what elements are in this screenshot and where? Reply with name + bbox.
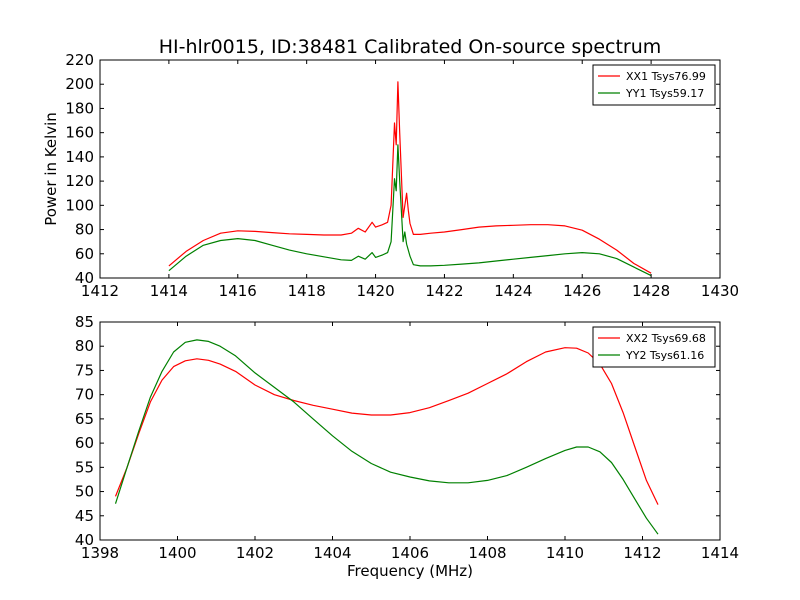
x-tick-label: 1420 — [356, 282, 394, 300]
y-tick-label: 75 — [75, 361, 94, 379]
y-tick-label: 60 — [75, 245, 94, 263]
series-line-xx — [114, 347, 659, 505]
y-tick-label: 85 — [75, 313, 94, 331]
y-tick-label: 70 — [75, 386, 94, 404]
legend-label: XX1 Tsys76.99 — [626, 70, 706, 83]
series-line-xx — [168, 81, 652, 274]
x-tick-label: 1428 — [632, 282, 670, 300]
x-tick-label: 1406 — [391, 544, 429, 562]
chart-title: HI-hlr0015, ID:38481 Calibrated On-sourc… — [159, 36, 662, 58]
y-tick-label: 140 — [65, 148, 94, 166]
y-tick-label: 180 — [65, 99, 94, 117]
x-tick-label: 1404 — [313, 544, 351, 562]
x-tick-label: 1412 — [623, 544, 661, 562]
x-tick-label: 1402 — [236, 544, 274, 562]
bottom-plot: 1398 1400 1402 1404 1406 1408 1410 1412 1414 40 45… — [75, 313, 739, 580]
y-tick-label: 100 — [65, 196, 94, 214]
series-line-yy — [168, 144, 652, 277]
legend-box — [592, 326, 716, 368]
y-tick-label: 40 — [75, 269, 94, 287]
top-plot: 1412 1414 1416 1418 1420 1422 1424 1426 1428 1430… — [42, 51, 739, 300]
x-tick-label: 1412 — [81, 282, 119, 300]
y-tick-label: 60 — [75, 434, 94, 452]
y-tick-label: 55 — [75, 458, 94, 476]
y-axis-label: Power in Kelvin — [42, 112, 60, 226]
x-tick-label: 1400 — [158, 544, 196, 562]
x-axis-label: Frequency (MHz) — [347, 562, 473, 580]
legend-label: XX2 Tsys69.68 — [626, 332, 706, 345]
y-tick-label: 40 — [75, 531, 94, 549]
x-tick-label: 1414 — [150, 282, 188, 300]
x-tick-label: 1398 — [81, 544, 119, 562]
y-tick-label: 65 — [75, 410, 94, 428]
x-tick-label: 1426 — [563, 282, 601, 300]
y-tick-label: 50 — [75, 483, 94, 501]
y-tick-label: 80 — [75, 221, 94, 239]
legend-label: YY1 Tsys59.17 — [625, 87, 704, 100]
y-tick-label: 200 — [65, 75, 94, 93]
x-tick-label: 1416 — [219, 282, 257, 300]
y-tick-label: 220 — [65, 51, 94, 69]
series-line-yy — [114, 339, 659, 535]
x-tick-label: 1410 — [546, 544, 584, 562]
y-tick-label: 160 — [65, 124, 94, 142]
y-tick-label: 80 — [75, 337, 94, 355]
x-tick-label: 1430 — [701, 282, 739, 300]
x-tick-label: 1418 — [288, 282, 326, 300]
legend-label: YY2 Tsys61.16 — [625, 349, 704, 362]
y-tick-label: 45 — [75, 507, 94, 525]
plot-frame — [99, 59, 721, 279]
x-tick-label: 1408 — [468, 544, 506, 562]
legend-box — [592, 64, 716, 106]
x-tick-label: 1422 — [425, 282, 463, 300]
x-tick-label: 1424 — [494, 282, 532, 300]
x-tick-label: 1414 — [701, 544, 739, 562]
y-tick-label: 120 — [65, 172, 94, 190]
